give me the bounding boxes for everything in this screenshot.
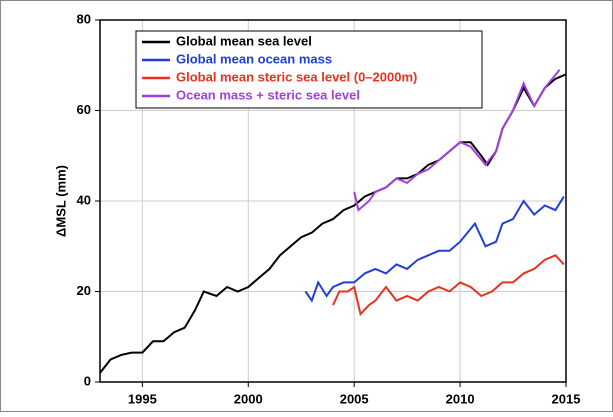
legend-label: Global mean steric sea level (0–2000m) (176, 69, 417, 84)
x-tick-label: 2015 (552, 391, 581, 406)
data-line (304, 195, 565, 303)
x-tick-label: 1995 (128, 391, 157, 406)
legend-box (135, 30, 483, 109)
y-tick-label: 40 (77, 192, 91, 207)
y-tick-label: 60 (77, 102, 91, 117)
legend-label: Global mean ocean mass (176, 51, 332, 66)
data-line (332, 254, 565, 317)
legend-label: Ocean mass + steric sea level (176, 87, 360, 102)
x-tick-label: 2005 (340, 391, 369, 406)
legend-label: Global mean sea level (176, 33, 312, 48)
y-tick-label: 80 (77, 11, 91, 26)
y-tick-label: 20 (77, 283, 91, 298)
x-tick-label: 2000 (234, 391, 263, 406)
x-tick-label: 2010 (446, 391, 475, 406)
plot-area (99, 19, 567, 383)
y-axis-label: ΔMSL (mm) (53, 165, 68, 237)
data-line (353, 69, 561, 212)
y-tick-label: 0 (84, 373, 91, 388)
